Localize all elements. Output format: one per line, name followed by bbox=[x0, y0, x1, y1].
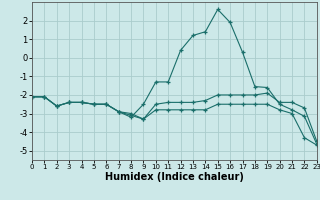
X-axis label: Humidex (Indice chaleur): Humidex (Indice chaleur) bbox=[105, 172, 244, 182]
